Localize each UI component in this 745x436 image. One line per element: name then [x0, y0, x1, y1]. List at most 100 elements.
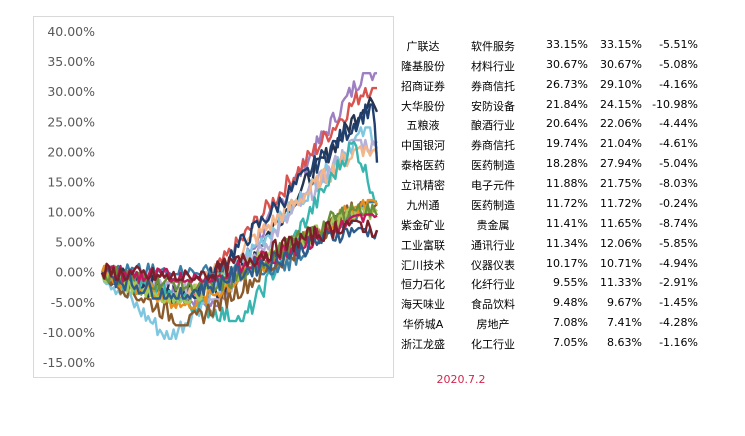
value-cell: 18.28% [546, 157, 588, 171]
stock-name: 广联达 [406, 40, 440, 53]
value-cell: 21.84% [546, 97, 588, 111]
value-cell: 10.17% [546, 256, 588, 270]
series-lines [100, 72, 379, 340]
industry-name: 医药制造 [471, 198, 515, 212]
series-line-9 [100, 201, 378, 327]
stock-name: 中国银河 [401, 139, 445, 153]
industry-name: 房地产 [476, 318, 510, 332]
value-cell: -4.61% [659, 137, 698, 151]
value-cell: 11.65% [600, 216, 642, 230]
industry-name: 通讯行业 [471, 238, 515, 252]
value-cell: 7.08% [553, 316, 588, 330]
table-row: 汇川技术 仪器仪表 10.17% 10.71% -4.94% [396, 255, 736, 275]
value-cell: 8.63% [607, 336, 642, 350]
line-chart: 40.00% 35.00% 30.00% 25.00% 20.00% 15.00% 10.0… [43, 24, 379, 370]
industry-name: 券商信托 [471, 79, 515, 93]
value-cell: -5.08% [659, 57, 698, 71]
table-row: 浙江龙盛 化工行业 7.05% 8.63% -1.16% [396, 334, 736, 354]
value-cell: -8.03% [659, 177, 698, 191]
value-cell: -0.24% [659, 196, 698, 210]
stock-name: 立讯精密 [401, 179, 445, 193]
table-row: 中国银河 券商信托 19.74% 21.04% -4.61% [396, 135, 736, 155]
value-cell: -4.44% [659, 117, 698, 131]
value-cell: 7.41% [607, 316, 642, 330]
value-cell: 10.71% [600, 256, 642, 270]
y-axis-ticks: 40.00% 35.00% 30.00% 25.00% 20.00% 15.00% 10.0… [43, 24, 95, 370]
table-row: 九州通 医药制造 11.72% 11.72% -0.24% [396, 195, 736, 215]
table-row: 泰格医药 医药制造 18.28% 27.94% -5.04% [396, 155, 736, 175]
date-label: 2020.7.2 [436, 373, 486, 386]
series-line-6 [100, 103, 379, 305]
value-cell: 9.48% [553, 296, 588, 310]
value-cell: 11.34% [546, 236, 588, 250]
industry-name: 化工行业 [471, 338, 515, 352]
industry-name: 券商信托 [471, 139, 515, 153]
industry-name: 安防设备 [471, 99, 515, 113]
table-row: 恒力石化 化纤行业 9.55% 11.33% -2.91% [396, 274, 736, 294]
value-cell: -5.51% [659, 38, 698, 51]
industry-name: 医药制造 [471, 159, 515, 173]
value-cell: 21.04% [600, 137, 642, 151]
chart-frame: 40.00% 35.00% 30.00% 25.00% 20.00% 15.00% 10.0… [33, 16, 394, 378]
table-row: 华侨城A 房地产 7.08% 7.41% -4.28% [396, 314, 736, 334]
y-tick-label: 20.00% [47, 144, 95, 159]
y-tick-label: 35.00% [47, 54, 95, 69]
industry-name: 电子元件 [471, 179, 515, 193]
value-cell: 11.72% [546, 196, 588, 210]
table-row: 隆基股份 材料行业 30.67% 30.67% -5.08% [396, 56, 736, 76]
table-row: 工业富联 通讯行业 11.34% 12.06% -5.85% [396, 235, 736, 255]
stock-name: 紫金矿业 [401, 218, 445, 232]
value-cell: 26.73% [546, 77, 588, 91]
stock-name: 海天味业 [401, 298, 445, 312]
value-cell: -2.91% [659, 276, 698, 290]
stock-name: 浙江龙盛 [401, 338, 445, 352]
y-tick-label: 30.00% [47, 84, 95, 99]
table-row: 广联达 软件服务 33.15% 33.15% -5.51% [396, 36, 736, 56]
value-cell: 9.55% [553, 276, 588, 290]
table-row: 招商证券 券商信托 26.73% 29.10% -4.16% [396, 76, 736, 96]
value-cell: -5.04% [659, 157, 698, 171]
stock-name: 华侨城A [402, 318, 444, 332]
y-tick-label: -5.00% [51, 295, 95, 310]
industry-name: 化纤行业 [471, 278, 515, 292]
industry-name: 贵金属 [476, 218, 510, 232]
value-cell: 11.41% [546, 216, 588, 230]
stock-name: 汇川技术 [401, 258, 445, 272]
value-cell: -4.16% [659, 77, 698, 91]
stock-name: 五粮液 [406, 119, 440, 133]
value-cell: -4.28% [659, 316, 698, 330]
value-cell: 11.88% [546, 177, 588, 191]
stock-name: 大华股份 [401, 99, 445, 113]
y-tick-label: 25.00% [47, 114, 95, 129]
industry-name: 软件服务 [471, 40, 515, 53]
table-row: 立讯精密 电子元件 11.88% 21.75% -8.03% [396, 175, 736, 195]
y-tick-label: 15.00% [47, 174, 95, 189]
value-cell: 21.75% [600, 177, 642, 191]
value-cell: 12.06% [600, 236, 642, 250]
value-cell: -1.45% [659, 296, 698, 310]
y-tick-label: 40.00% [47, 24, 95, 39]
value-cell: 33.15% [546, 38, 588, 51]
value-cell: -10.98% [652, 97, 698, 111]
stock-name: 泰格医药 [401, 159, 445, 173]
table-row: 紫金矿业 贵金属 11.41% 11.65% -8.74% [396, 215, 736, 235]
stock-name: 九州通 [406, 198, 440, 212]
value-cell: 30.67% [546, 57, 588, 71]
stock-name: 招商证券 [401, 79, 445, 93]
value-cell: -1.16% [659, 336, 698, 350]
y-tick-label: 0.00% [55, 265, 95, 280]
industry-name: 食品饮料 [471, 298, 515, 312]
value-cell: 20.64% [546, 117, 588, 131]
table-row: 五粮液 酿酒行业 20.64% 22.06% -4.44% [396, 115, 736, 135]
value-cell: 7.05% [553, 336, 588, 350]
series-line-15 [100, 219, 379, 281]
stock-name: 隆基股份 [401, 59, 445, 73]
value-cell: 22.06% [600, 117, 642, 131]
stock-name: 工业富联 [401, 238, 445, 252]
value-cell: -8.74% [659, 216, 698, 230]
y-tick-label: -15.00% [43, 355, 95, 370]
industry-name: 仪器仪表 [471, 258, 515, 272]
value-cell: 24.15% [600, 97, 642, 111]
industry-name: 材料行业 [471, 59, 515, 73]
value-cell: 9.67% [607, 296, 642, 310]
